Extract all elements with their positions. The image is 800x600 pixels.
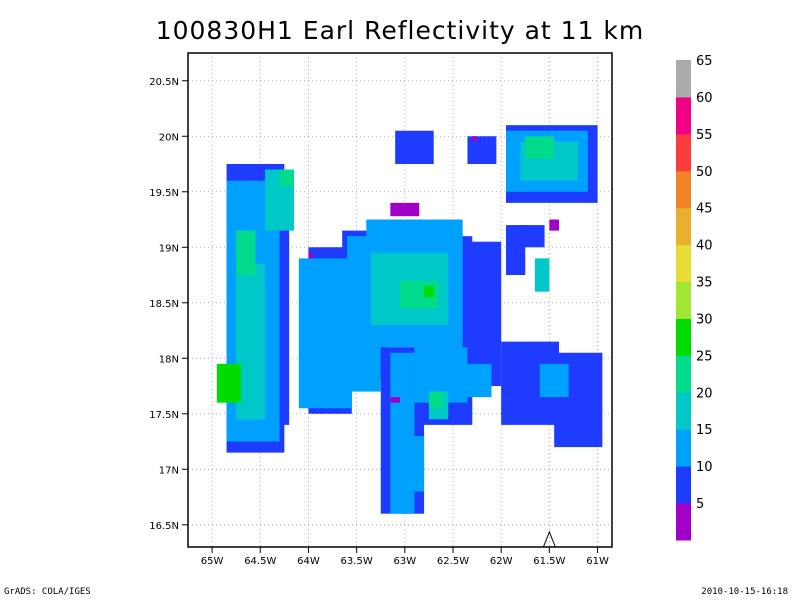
reflectivity-cell (279, 191, 290, 425)
colorbar-swatch (676, 60, 691, 98)
colorbar-label: 45 (696, 202, 713, 217)
reflectivity-cell (539, 363, 569, 398)
x-tick-label: 62.5W (437, 556, 469, 567)
colorbar-swatch (676, 170, 691, 209)
x-tick-label: 64W (297, 556, 320, 567)
footer-credit: GrADS: COLA/IGES (4, 587, 91, 597)
colorbar-label: 5 (696, 497, 704, 512)
y-tick-label: 18.5N (149, 299, 179, 310)
reflectivity-cell (534, 258, 550, 292)
x-tick-label: 64.5W (244, 556, 276, 567)
colorbar-swatch (676, 244, 691, 283)
x-tick-label: 61W (586, 556, 609, 567)
colorbar-label: 50 (696, 165, 713, 180)
x-tick-label: 65W (201, 556, 224, 567)
reflectivity-cell (424, 286, 434, 298)
colorbar-swatch (676, 318, 691, 356)
colorbar-label: 40 (696, 239, 713, 254)
colorbar-swatch (676, 466, 691, 504)
y-tick-label: 20.5N (149, 77, 179, 88)
reflectivity-cell (472, 136, 478, 142)
reflectivity-cell (216, 363, 241, 403)
reflectivity-cell (236, 230, 256, 276)
y-tick-label: 20N (159, 132, 179, 143)
colorbar-swatch (676, 207, 691, 246)
reflectivity-cell (467, 136, 497, 165)
colorbar-label: 30 (696, 312, 713, 327)
colorbar-swatch (676, 281, 691, 319)
reflectivity-level-25 (236, 136, 555, 409)
colorbar-label: 20 (696, 386, 713, 401)
colorbar-label: 35 (696, 276, 713, 291)
reflectivity-cell (390, 202, 420, 217)
colorbar: 5 10 15 20 25 30 35 40 45 50 55 60 65 (676, 54, 713, 541)
reflectivity-cell (549, 219, 559, 231)
colorbar-swatch (676, 392, 691, 430)
colorbar-swatch (676, 429, 691, 467)
triangle-marker (542, 530, 556, 548)
y-tick-label: 19N (159, 243, 179, 254)
colorbar-label: 10 (696, 460, 713, 475)
colorbar-label: 55 (696, 128, 713, 143)
colorbar-label: 60 (696, 91, 713, 106)
y-tick-label: 17.5N (149, 410, 179, 421)
colorbar-label: 25 (696, 349, 713, 364)
reflectivity-field (216, 125, 603, 514)
reflectivity-cell (400, 435, 425, 492)
footer-timestamp: 2010-10-15-16:18 (701, 587, 788, 597)
colorbar-label: 65 (696, 54, 713, 69)
reflectivity-level-5 (308, 136, 559, 403)
annotation-layer (542, 530, 556, 548)
reflectivity-level-30 (216, 286, 434, 403)
reflectivity-cell (298, 258, 352, 409)
reflectivity-cell (428, 391, 444, 409)
x-tick-label: 63W (394, 556, 417, 567)
reflectivity-cell (279, 169, 294, 187)
y-tick-label: 18N (159, 354, 179, 365)
colorbar-label: 15 (696, 423, 713, 438)
x-tick-label: 63.5W (341, 556, 373, 567)
reflectivity-cell (308, 252, 314, 259)
colorbar-swatch (676, 503, 691, 541)
colorbar-swatch (676, 355, 691, 393)
reflectivity-cell (395, 130, 434, 165)
reflectivity-cell (453, 363, 492, 398)
colorbar-swatch (676, 133, 691, 172)
y-tick-label: 17N (159, 465, 179, 476)
colorbar-swatch (676, 96, 691, 135)
x-axis-ticks: 65W 64.5W 64W 63.5W 63W 62.5W 62W 61.5W 61W (201, 547, 609, 567)
plot-frame (187, 52, 613, 548)
chart-title: 100830H1 Earl Reflectivity at 11 km (155, 16, 645, 45)
y-tick-label: 19.5N (149, 188, 179, 199)
reflectivity-cell (390, 397, 400, 403)
y-tick-label: 16.5N (149, 521, 179, 532)
y-axis-ticks: 16.5N 17N 17.5N 18N 18.5N 19N 19.5N 20N 20.5N (149, 77, 188, 532)
x-tick-label: 62W (490, 556, 513, 567)
x-tick-label: 61.5W (533, 556, 565, 567)
reflectivity-cell (525, 136, 555, 159)
reflectivity-cell (506, 225, 526, 276)
